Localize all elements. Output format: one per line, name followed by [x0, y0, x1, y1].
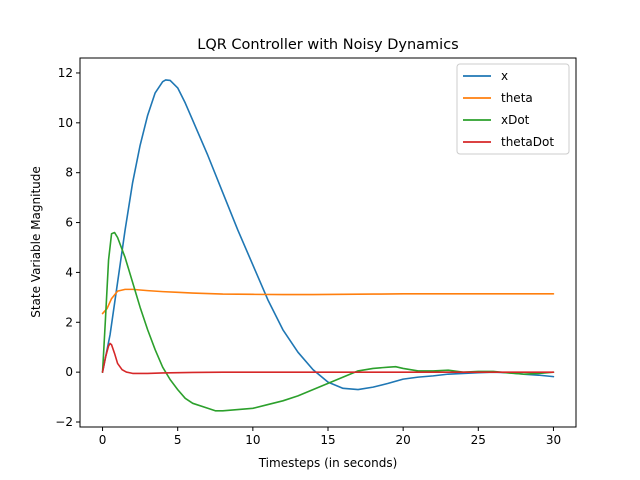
y-tick-label: 12	[58, 66, 73, 80]
legend-label-theta: theta	[501, 91, 533, 105]
legend-label-xDot: xDot	[501, 113, 530, 127]
x-tick-label: 5	[174, 433, 182, 447]
y-axis: −2 0 2 4 6 8 10 12	[55, 66, 80, 429]
legend-label-thetaDot: thetaDot	[501, 135, 554, 149]
plot-area	[101, 79, 555, 412]
x-tick-label: 15	[320, 433, 335, 447]
legend: x theta xDot thetaDot	[456, 63, 570, 155]
legend-box	[456, 63, 570, 155]
y-tick-label: 2	[65, 315, 73, 329]
x-tick-label: 25	[471, 433, 486, 447]
x-axis: 0 5 10 15 20 25 30	[99, 427, 561, 447]
series-line-x	[101, 79, 555, 391]
y-tick-label: 10	[58, 116, 73, 130]
y-axis-title: State Variable Magnitude	[29, 166, 43, 318]
y-tick-label: 4	[65, 265, 73, 279]
series-line-theta	[101, 288, 555, 315]
x-tick-label: 10	[245, 433, 260, 447]
y-tick-label: −2	[55, 415, 73, 429]
series-line-xDot	[101, 231, 555, 412]
x-axis-title: Timesteps (in seconds)	[258, 456, 398, 470]
series-line-thetaDot	[101, 342, 555, 375]
y-tick-label: 6	[65, 216, 73, 230]
x-tick-label: 20	[396, 433, 411, 447]
chart-title: LQR Controller with Noisy Dynamics	[197, 37, 458, 53]
y-tick-label: 8	[65, 166, 73, 180]
x-tick-label: 0	[99, 433, 107, 447]
x-tick-label: 30	[546, 433, 561, 447]
y-tick-label: 0	[65, 365, 73, 379]
legend-label-x: x	[501, 69, 508, 83]
